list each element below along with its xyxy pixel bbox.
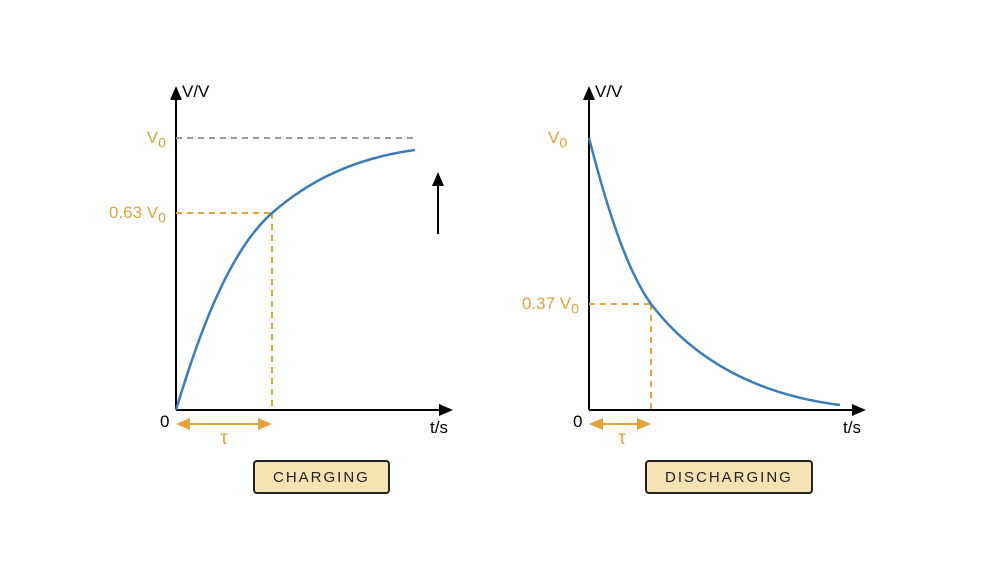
v037-sub: 0 (571, 301, 579, 317)
v0-text: V (147, 128, 158, 147)
dv0-text: V (548, 128, 559, 147)
discharging-x-axis-label: t/s (843, 418, 861, 438)
charging-y-axis-label: V/V (182, 82, 209, 102)
charging-tau-label: τ (214, 428, 234, 450)
figure-canvas: V/V t/s 0 V0 0.63 V0 τ CHARGING V/V t/s … (0, 0, 1000, 585)
charging-v0-label: V0 (110, 128, 166, 151)
charging-tag: CHARGING (253, 460, 390, 494)
discharging-chart (0, 0, 1000, 585)
dv0-sub: 0 (559, 135, 567, 151)
charging-origin-label: 0 (160, 412, 169, 432)
discharging-origin-label: 0 (573, 412, 582, 432)
discharging-037v0-label: 0.37 V0 (501, 294, 579, 317)
v063-text: 0.63 V (109, 203, 158, 222)
discharging-tag: DISCHARGING (645, 460, 813, 494)
v0-sub: 0 (158, 135, 166, 151)
discharging-v0-label: V0 (548, 128, 582, 151)
v037-text: 0.37 V (522, 294, 571, 313)
charging-x-axis-label: t/s (430, 418, 448, 438)
discharging-y-axis-label: V/V (595, 82, 622, 102)
charging-063v0-label: 0.63 V0 (88, 203, 166, 226)
discharging-tau-label: τ (612, 428, 632, 450)
v063-sub: 0 (158, 210, 166, 226)
